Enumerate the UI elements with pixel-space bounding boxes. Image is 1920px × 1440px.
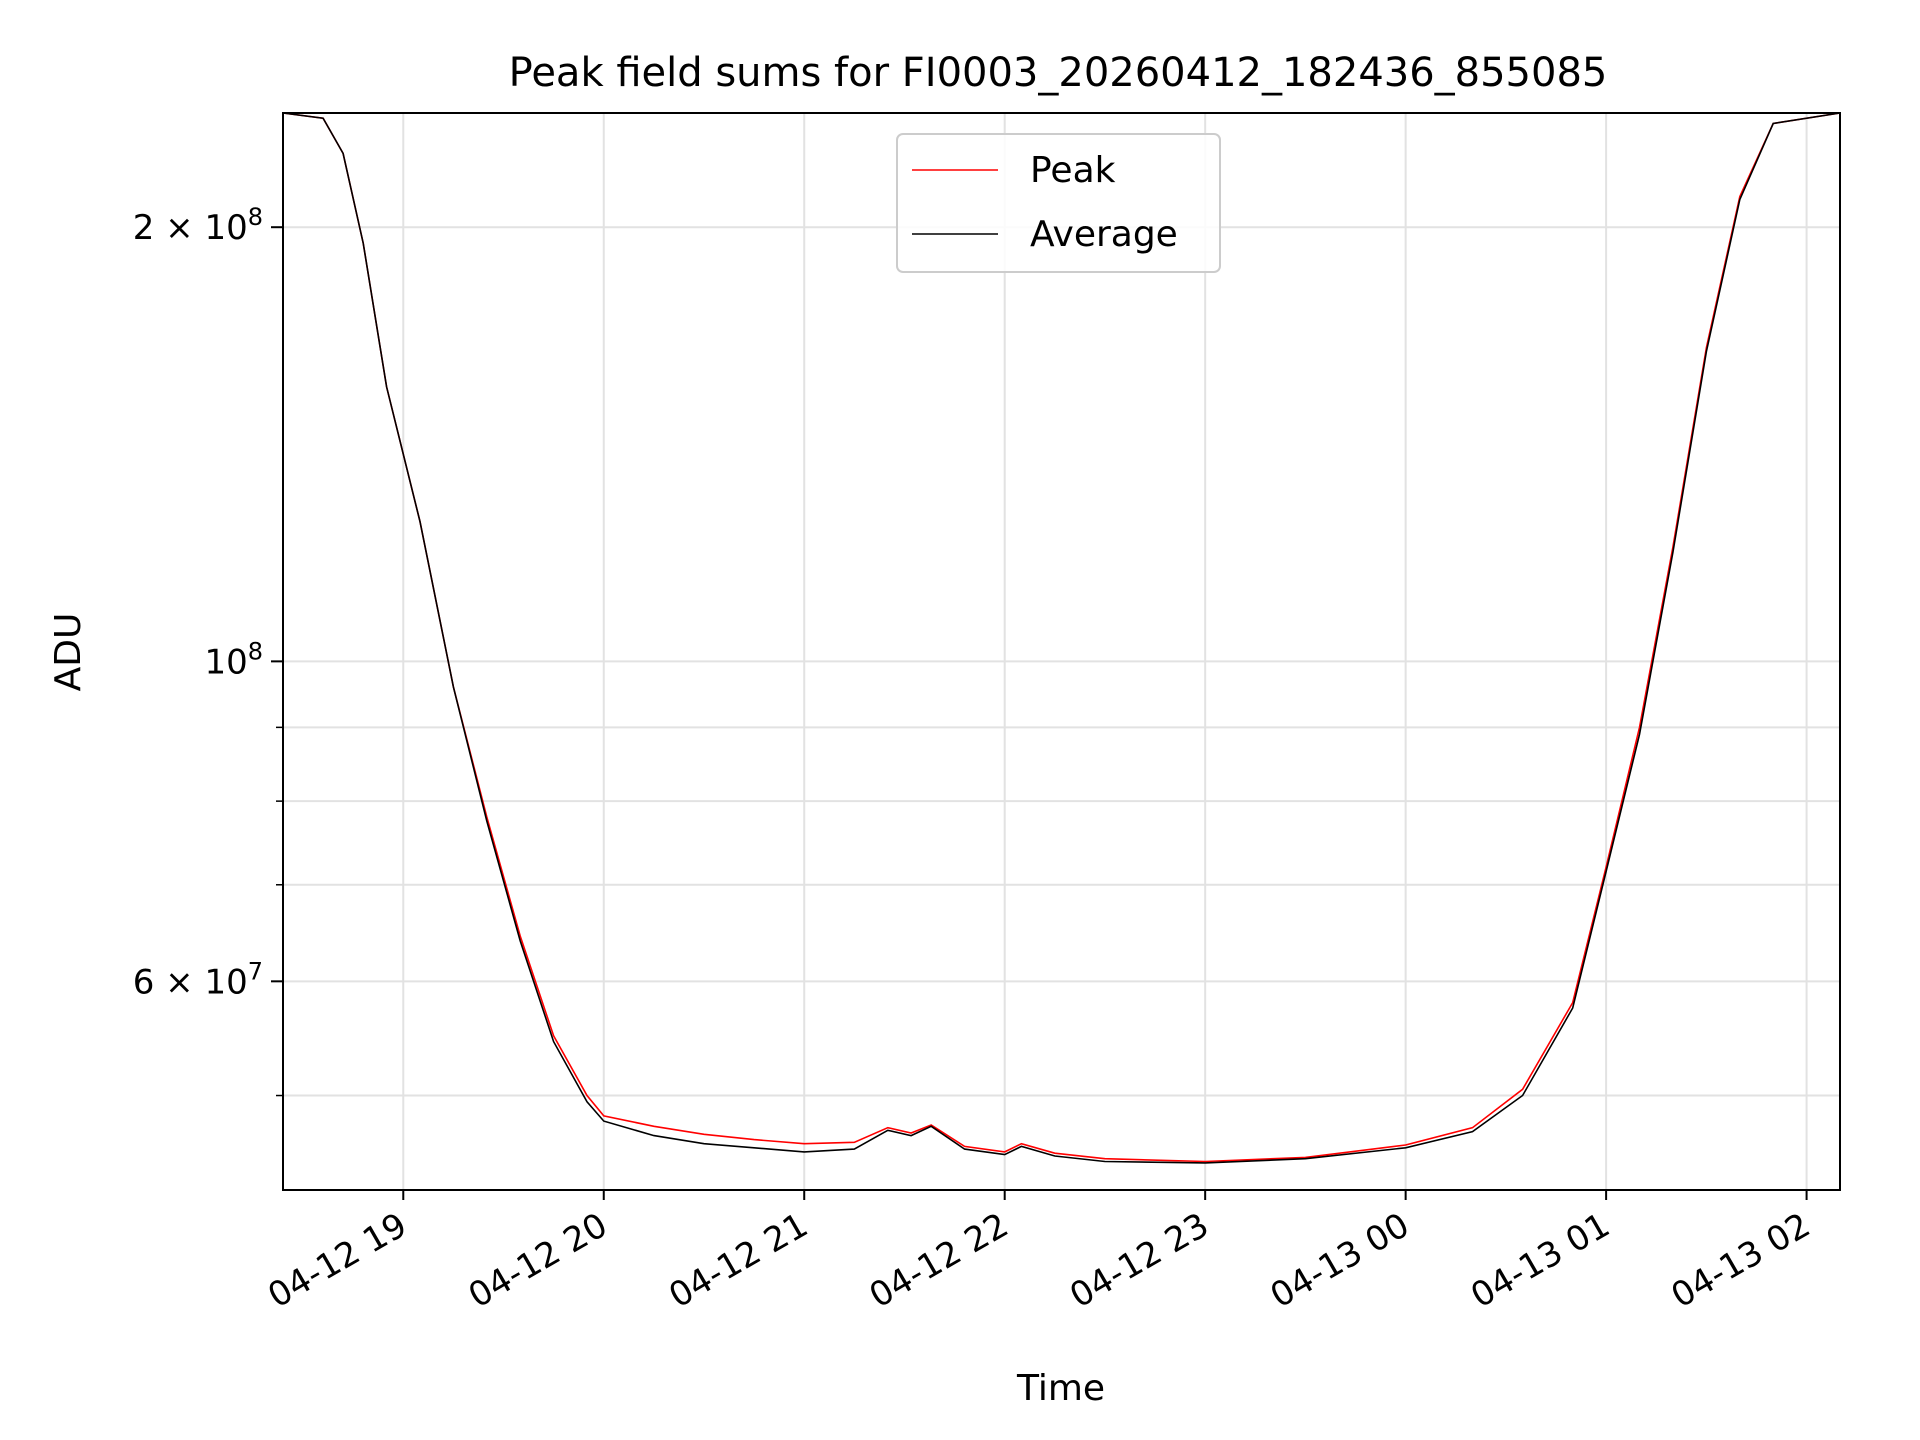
x-tick-label: 04-12 22: [863, 1205, 1015, 1316]
y-axis: 6 × 107 108 2 × 108: [133, 203, 283, 1097]
legend-box: [896, 133, 1221, 273]
legend: Peak Average: [896, 133, 1221, 273]
x-axis-label: Time: [1016, 1368, 1105, 1409]
x-tick-label: 04-12 23: [1063, 1205, 1215, 1316]
series-line-average: [282, 112, 1841, 1164]
y-tick-label: 6 × 107: [133, 957, 263, 1002]
x-tick-label: 04-12 21: [662, 1205, 814, 1316]
y-tick-label: 2 × 108: [133, 203, 263, 248]
y-tick-label: 108: [204, 637, 263, 682]
legend-label-peak: Peak: [1030, 150, 1116, 191]
x-tick-label: 04-12 20: [462, 1205, 614, 1316]
x-tick-label: 04-13 01: [1464, 1205, 1616, 1316]
x-tick-label: 04-12 19: [261, 1205, 413, 1316]
y-axis-label: ADU: [48, 613, 89, 692]
x-axis: 04-12 19 04-12 20 04-12 21 04-12 22 04-12 23…: [261, 1190, 1817, 1316]
legend-label-average: Average: [1030, 214, 1178, 255]
plot-frame: [282, 112, 1841, 1191]
x-tick-label: 04-13 00: [1264, 1205, 1416, 1316]
series-group: [282, 112, 1841, 1164]
chart-title: Peak field sums for FI0003_20260412_1824…: [509, 50, 1608, 96]
x-tick-label: 04-13 02: [1665, 1205, 1817, 1316]
grid: [283, 113, 1840, 1190]
